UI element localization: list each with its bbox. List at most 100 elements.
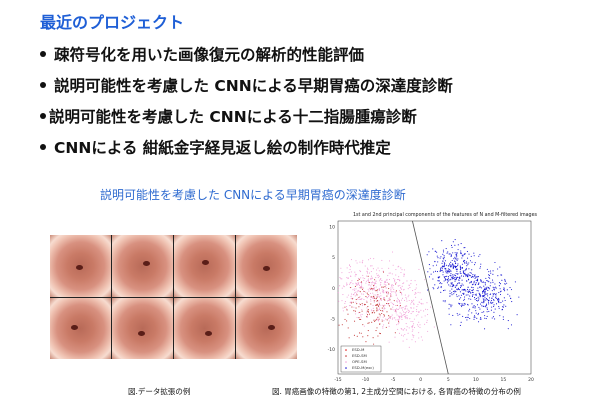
scatter-point xyxy=(473,282,475,284)
scatter-point xyxy=(416,306,418,308)
project-label: 説明可能性を考慮した CNNによる早期胃癌の深達度診断 xyxy=(54,76,453,95)
scatter-point xyxy=(450,304,452,306)
scatter-point xyxy=(388,298,390,300)
scatter-point xyxy=(407,288,409,290)
scatter-point xyxy=(444,279,446,281)
scatter-point xyxy=(386,292,388,295)
scatter-point xyxy=(355,282,357,284)
scatter-point xyxy=(355,288,357,290)
scatter-point xyxy=(361,262,363,264)
scatter-point xyxy=(450,265,452,267)
scatter-point xyxy=(464,261,466,263)
scatter-point xyxy=(495,295,497,297)
scatter-point xyxy=(445,267,447,269)
scatter-point xyxy=(339,277,341,279)
scatter-point xyxy=(385,291,387,293)
scatter-point xyxy=(484,306,487,308)
scatter-point xyxy=(456,252,458,254)
scatter-point xyxy=(341,324,343,326)
scatter-point xyxy=(474,294,476,296)
scatter-point xyxy=(389,317,392,319)
scatter-point xyxy=(450,270,452,272)
scatter-point xyxy=(450,283,452,285)
scatter-point xyxy=(383,324,385,326)
scatter-point xyxy=(414,292,416,294)
scatter-point xyxy=(481,281,483,283)
scatter-point xyxy=(462,289,464,291)
scatter-point xyxy=(401,292,403,294)
scatter-point xyxy=(487,289,489,292)
scatter-point xyxy=(464,247,466,249)
scatter-point xyxy=(427,330,429,332)
scatter-point xyxy=(440,270,442,272)
scatter-point xyxy=(381,312,383,315)
scatter-point xyxy=(457,314,459,316)
scatter-point xyxy=(432,265,434,267)
scatter-point xyxy=(391,308,393,310)
scatter-point xyxy=(483,294,485,297)
scatter-point xyxy=(390,308,392,310)
scatter-point xyxy=(371,310,373,312)
scatter-point xyxy=(477,312,480,314)
scatter-point xyxy=(367,330,369,332)
scatter-point xyxy=(370,285,372,287)
scatter-point xyxy=(389,272,391,274)
scatter-point xyxy=(394,336,396,338)
scatter-point xyxy=(494,261,496,264)
scatter-point xyxy=(382,310,384,312)
scatter-point xyxy=(346,308,348,310)
scatter-point xyxy=(390,288,392,291)
scatter-point xyxy=(363,298,365,301)
scatter-point xyxy=(404,328,406,330)
scatter-point xyxy=(497,275,499,277)
scatter-point xyxy=(461,254,463,256)
scatter-point xyxy=(406,298,408,300)
scatter-point xyxy=(391,302,393,304)
scatter-point xyxy=(465,290,467,292)
scatter-point xyxy=(394,332,396,334)
scatter-point xyxy=(375,318,378,320)
scatter-point xyxy=(375,319,377,321)
scatter-point xyxy=(382,291,384,293)
x-tick-label: -5 xyxy=(391,377,396,383)
scatter-point xyxy=(340,278,342,280)
scatter-point xyxy=(406,308,408,310)
scatter-point xyxy=(384,308,386,310)
scatter-point xyxy=(444,289,446,291)
scatter-point xyxy=(450,275,452,277)
scatter-point xyxy=(368,295,370,298)
scatter-point xyxy=(458,277,460,279)
scatter-point xyxy=(389,299,391,301)
scatter-point xyxy=(496,298,499,300)
scatter-point xyxy=(507,293,509,295)
scatter-point xyxy=(391,291,393,293)
scatter-point xyxy=(428,251,430,253)
scatter-point xyxy=(368,294,370,296)
scatter-point xyxy=(449,274,451,277)
scatter-point xyxy=(380,298,382,300)
scatter-point xyxy=(443,255,445,257)
scatter-point xyxy=(382,271,385,273)
scatter-point xyxy=(446,282,448,284)
scatter-point xyxy=(434,270,437,272)
scatter-point xyxy=(462,284,464,286)
scatter-point xyxy=(387,292,389,294)
scatter-point xyxy=(344,301,346,303)
scatter-point xyxy=(412,336,414,338)
scatter-point xyxy=(442,251,445,253)
scatter-point xyxy=(378,289,381,291)
scatter-point xyxy=(482,298,484,300)
scatter-point xyxy=(442,271,444,273)
scatter-point xyxy=(358,290,360,292)
scatter-point xyxy=(473,255,475,257)
scatter-point xyxy=(412,321,414,323)
scatter-point xyxy=(449,295,451,297)
scatter-point xyxy=(448,284,450,286)
scatter-point xyxy=(346,267,348,269)
scatter-point xyxy=(376,273,378,275)
scatter-point xyxy=(367,284,369,286)
scatter-point xyxy=(455,285,457,287)
scatter-point xyxy=(353,310,355,312)
scatter-point xyxy=(449,279,451,281)
scatter-point xyxy=(363,290,365,293)
